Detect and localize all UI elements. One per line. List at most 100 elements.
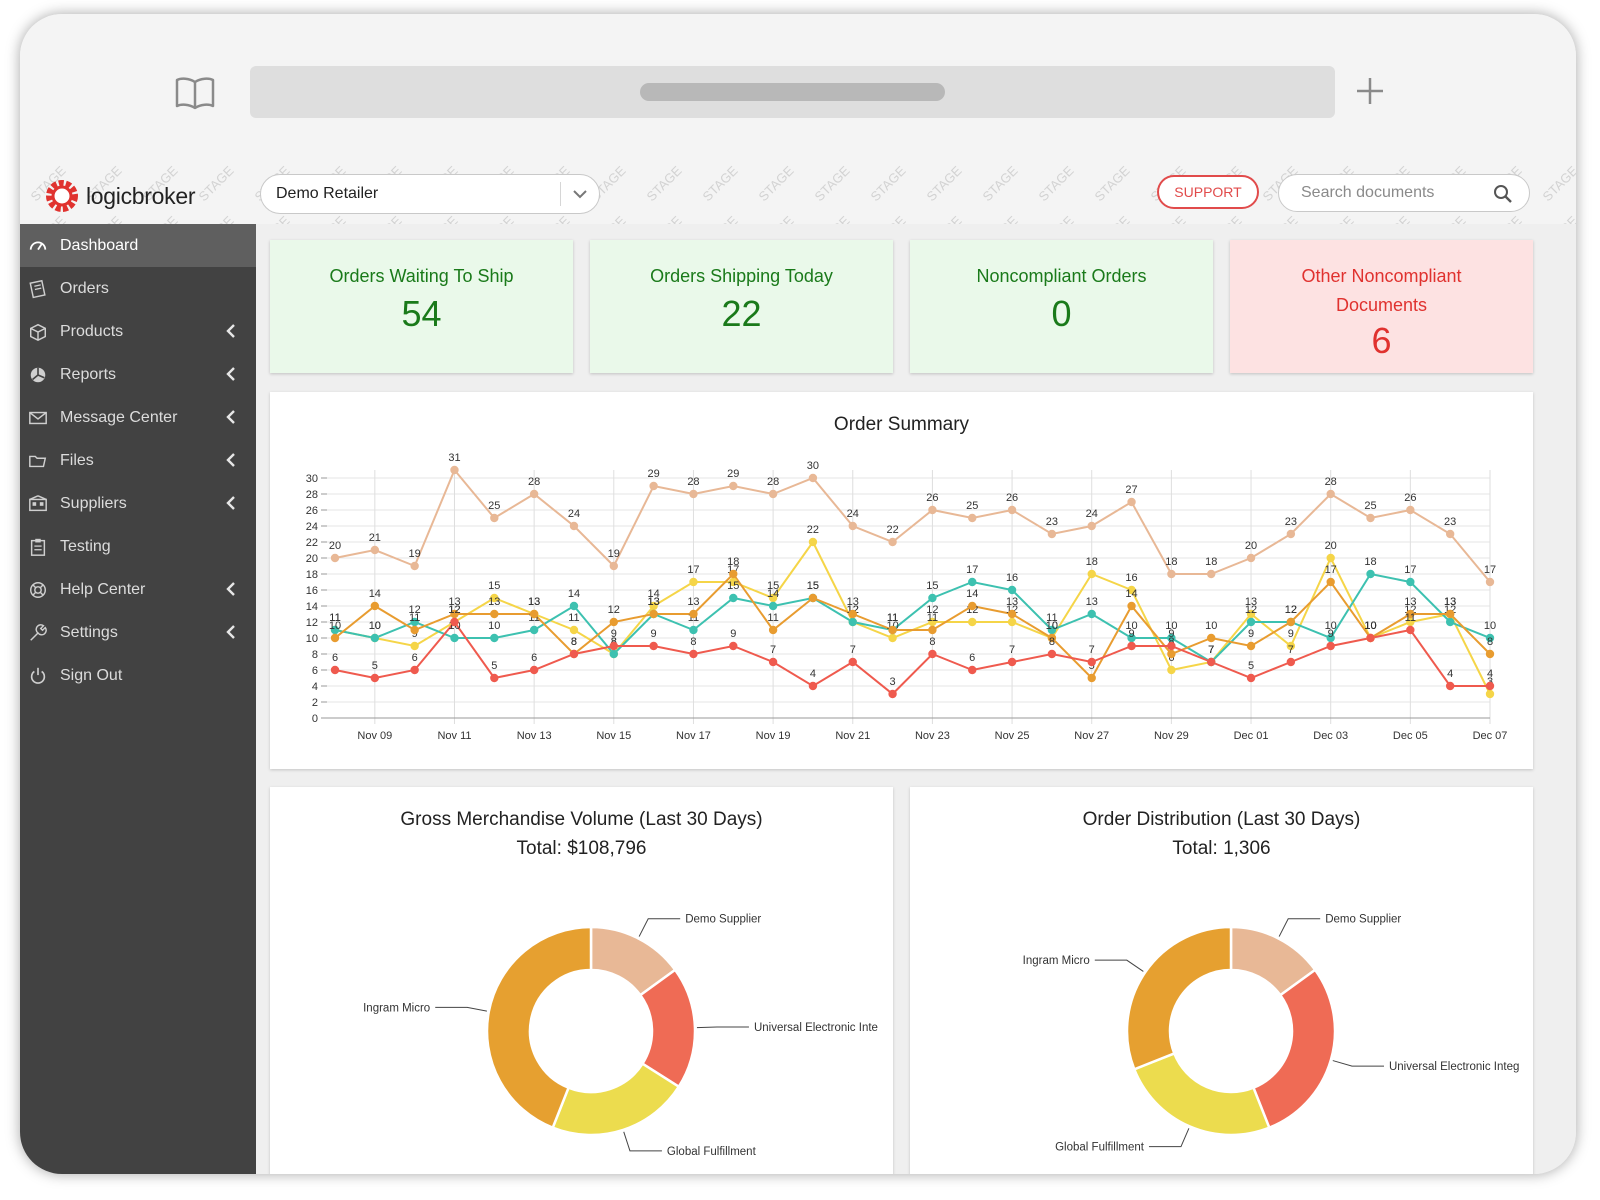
y-tick-label: 16 xyxy=(306,585,318,597)
watermark-text: STAGE xyxy=(476,213,517,224)
watermark-text: STAGE xyxy=(140,213,181,224)
data-point xyxy=(1326,577,1335,587)
sidebar-item-testing[interactable]: Testing xyxy=(20,525,256,568)
label-leader-line xyxy=(1278,918,1321,937)
label-leader-line xyxy=(696,1026,749,1029)
data-label: 28 xyxy=(767,476,779,488)
retailer-select[interactable]: Demo Retailer xyxy=(260,174,600,214)
chart-subtitle: Total: $108,796 xyxy=(516,838,647,859)
watermark-text: STAGE xyxy=(1260,213,1301,224)
sidebar-item-orders[interactable]: Orders xyxy=(20,267,256,310)
data-point xyxy=(1207,633,1216,643)
data-point xyxy=(410,625,419,635)
stat-card-orders-waiting[interactable]: Orders Waiting To Ship 54 xyxy=(270,240,573,373)
data-label: 13 xyxy=(1444,596,1456,608)
data-label: 8 xyxy=(1049,636,1055,648)
data-label: 11 xyxy=(329,612,340,624)
data-point xyxy=(1167,665,1176,675)
data-point xyxy=(490,633,499,643)
stat-label: Other Noncompliant Documents xyxy=(1301,266,1462,315)
chart-title: Gross Merchandise Volume (Last 30 Days) xyxy=(400,809,763,830)
sidebar-item-products[interactable]: Products xyxy=(20,310,256,353)
data-label: 13 xyxy=(1404,596,1416,608)
x-tick-label: Dec 03 xyxy=(1313,730,1348,742)
y-tick-label: 4 xyxy=(312,681,318,693)
sidebar-item-reports[interactable]: Reports xyxy=(20,353,256,396)
watermark-text: STAGE xyxy=(812,213,853,224)
sidebar-item-label: Help Center xyxy=(60,580,146,598)
watermark-text: STAGE xyxy=(980,213,1021,224)
watermark-text: STAGE xyxy=(1204,213,1245,224)
data-label: 23 xyxy=(1444,516,1456,528)
data-label: 12 xyxy=(608,604,620,616)
stat-card-orders-shipping-today[interactable]: Orders Shipping Today 22 xyxy=(590,240,893,373)
x-tick-label: Nov 09 xyxy=(357,730,392,742)
data-label: 9 xyxy=(651,628,657,640)
data-point xyxy=(1246,553,1256,563)
chevron-left-icon[interactable] xyxy=(226,410,236,429)
sidebar-item-suppliers[interactable]: Suppliers xyxy=(20,482,256,525)
search-input[interactable] xyxy=(1299,183,1483,203)
data-point xyxy=(1087,657,1096,667)
y-tick-label: 10 xyxy=(306,633,318,645)
sidebar-item-settings[interactable]: Settings xyxy=(20,611,256,654)
data-label: 10 xyxy=(1205,620,1217,632)
support-button[interactable]: SUPPORT xyxy=(1157,175,1259,209)
data-point xyxy=(848,521,857,531)
chevron-left-icon[interactable] xyxy=(226,367,236,386)
data-label: 14 xyxy=(369,588,381,600)
data-point xyxy=(410,561,419,571)
x-tick-label: Dec 01 xyxy=(1234,730,1269,742)
data-point xyxy=(569,649,579,659)
sidebar-item-label: Settings xyxy=(60,623,118,641)
sidebar-item-message-center[interactable]: Message Center xyxy=(20,396,256,439)
donut-slice xyxy=(1251,968,1337,1130)
browser-chrome xyxy=(20,14,1576,163)
chevron-left-icon[interactable] xyxy=(226,496,236,515)
chevron-down-icon[interactable] xyxy=(561,189,599,199)
data-point xyxy=(370,673,380,683)
data-point xyxy=(768,625,778,635)
sidebar-item-dashboard[interactable]: Dashboard xyxy=(20,224,256,267)
sidebar-item-sign-out[interactable]: Sign Out xyxy=(20,654,256,697)
data-point xyxy=(1207,569,1216,579)
y-tick-label: 20 xyxy=(306,553,318,565)
watermark-text: STAGE xyxy=(644,163,685,204)
data-label: 29 xyxy=(647,468,659,480)
data-label: 6 xyxy=(332,652,338,664)
watermark-text: STAGE xyxy=(1484,213,1525,224)
stat-card-noncompliant-orders[interactable]: Noncompliant Orders 0 xyxy=(910,240,1213,373)
data-label: 31 xyxy=(448,452,460,464)
chevron-left-icon[interactable] xyxy=(226,324,236,343)
data-point xyxy=(1127,497,1136,507)
dashboard-content: Orders Waiting To Ship 54 Orders Shippin… xyxy=(256,224,1576,1174)
data-label: 12 xyxy=(1285,604,1297,616)
y-tick-label: 22 xyxy=(306,537,318,549)
book-icon[interactable] xyxy=(175,76,215,110)
address-bar[interactable] xyxy=(250,66,1335,118)
label-leader-line xyxy=(623,1131,662,1152)
chevron-left-icon[interactable] xyxy=(226,625,236,644)
chevron-left-icon[interactable] xyxy=(226,453,236,472)
data-point xyxy=(649,601,658,611)
brand-name: logicbroker xyxy=(86,182,196,209)
data-label: 15 xyxy=(807,580,819,592)
chart-subtitle: Total: 1,306 xyxy=(1172,838,1271,859)
sidebar-item-help-center[interactable]: Help Center xyxy=(20,568,256,611)
data-label: 12 xyxy=(926,604,938,616)
data-label: 13 xyxy=(488,596,500,608)
data-label: 7 xyxy=(1288,644,1294,656)
sidebar-item-files[interactable]: Files xyxy=(20,439,256,482)
data-label: 14 xyxy=(767,588,779,600)
data-label: 12 xyxy=(1285,604,1297,616)
stat-card-other-noncompliant-documents[interactable]: Other Noncompliant Documents 6 xyxy=(1230,240,1533,373)
series-line-0 xyxy=(334,468,1491,583)
chevron-left-icon[interactable] xyxy=(226,582,236,601)
new-tab-plus-icon[interactable] xyxy=(1355,76,1385,106)
logicbroker-logo[interactable]: logicbroker xyxy=(44,178,196,214)
search-icon[interactable] xyxy=(1493,184,1513,204)
gear-logo-icon xyxy=(46,180,78,212)
data-label: 7 xyxy=(1208,644,1214,656)
watermark-text: STAGE xyxy=(700,213,741,224)
watermark-text: STAGE xyxy=(308,213,349,224)
